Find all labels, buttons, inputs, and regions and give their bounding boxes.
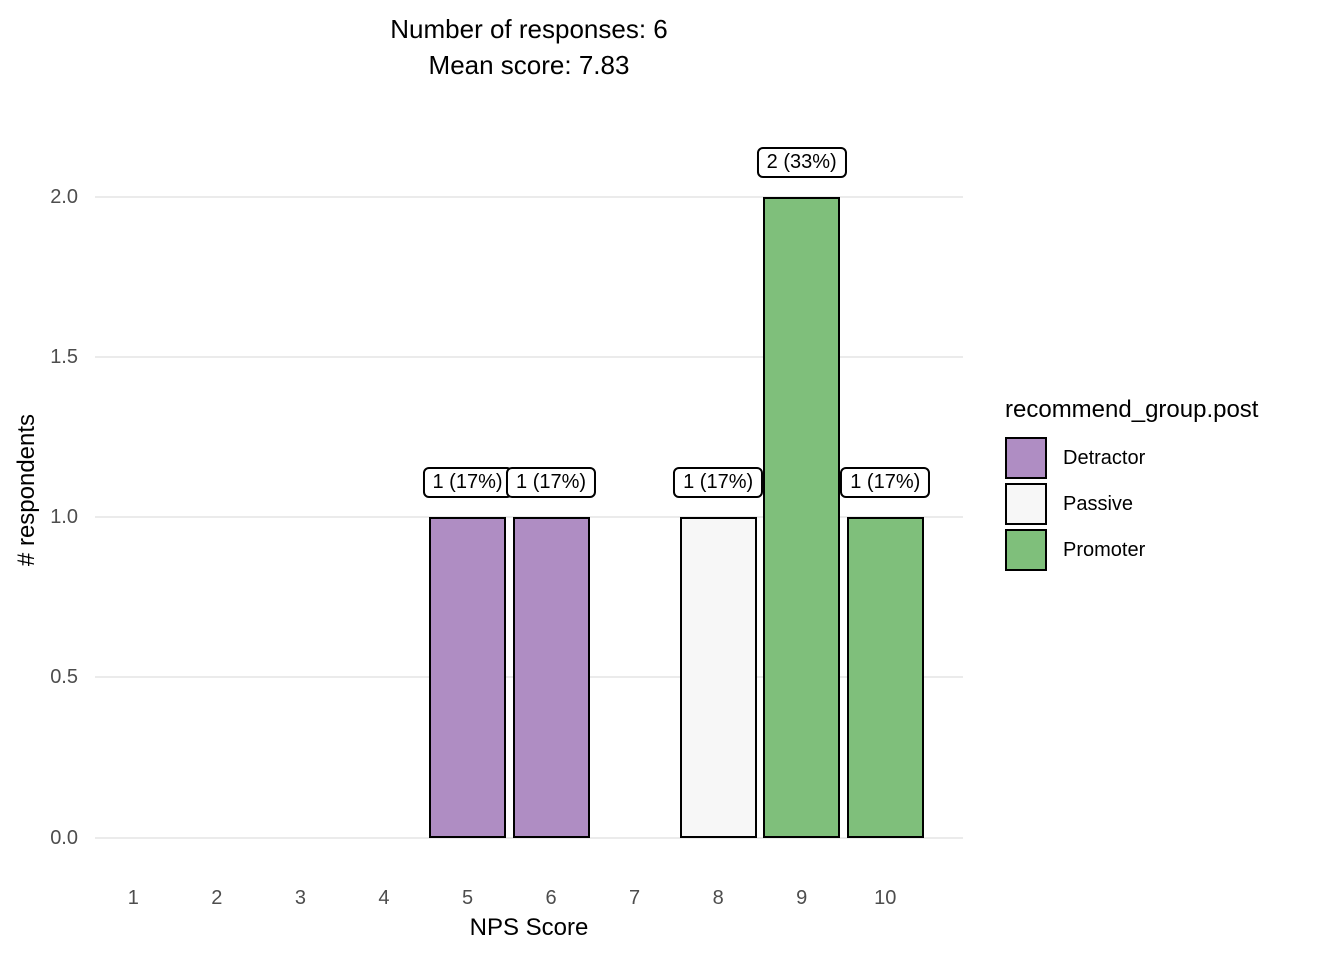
x-tick-label-9: 9 (796, 887, 808, 909)
bar-score-9 (763, 196, 841, 838)
legend-items: Detractor Passive Promoter (1005, 437, 1258, 571)
x-tick-label-1: 1 (127, 887, 139, 909)
chart-title-line1: Number of responses: 6 (390, 14, 668, 44)
x-tick-label-7: 7 (629, 887, 641, 909)
y-gridline-0.0 (95, 836, 963, 839)
y-axis-title: # respondents (13, 413, 40, 567)
x-tick-label-10: 10 (874, 887, 897, 909)
legend-label-promoter: Promoter (1063, 538, 1146, 561)
y-tick-label-1.5: 1.5 (50, 345, 78, 368)
legend-swatch-promoter (1005, 529, 1047, 571)
legend-item-detractor: Detractor (1005, 437, 1258, 479)
x-tick-label-5: 5 (461, 887, 474, 909)
x-tick-label-3: 3 (294, 887, 306, 909)
bar-label-score-6: 1 (17%) (506, 467, 597, 498)
chart-title: Number of responses: 6 Mean score: 7.83 (95, 11, 963, 83)
legend-label-detractor: Detractor (1063, 446, 1146, 469)
bar-label-score-10: 1 (17%) (840, 467, 931, 498)
legend-swatch-detractor (1005, 437, 1047, 479)
chart-title-line2: Mean score: 7.83 (428, 50, 630, 80)
bar-score-6 (512, 517, 590, 838)
bar-label-score-5: 1 (17%) (422, 467, 513, 498)
y-gridline-2.0 (95, 195, 963, 198)
bar-score-10 (846, 517, 924, 838)
y-tick-label-0.0: 0.0 (50, 826, 78, 849)
legend-swatch-passive (1005, 483, 1047, 525)
bar-score-5 (429, 517, 506, 838)
y-tick-label-1.0: 1.0 (50, 506, 78, 528)
x-tick-label-4: 4 (378, 887, 390, 909)
y-tick-label-0.5: 0.5 (50, 666, 78, 689)
bar-label-score-9: 2 (33%) (756, 146, 847, 178)
legend-item-promoter: Promoter (1005, 529, 1258, 571)
legend-label-passive: Passive (1063, 492, 1134, 515)
y-tick-label-2.0: 2.0 (50, 185, 78, 208)
x-tick-label-6: 6 (545, 887, 557, 909)
bar-label-score-8: 1 (17%) (673, 467, 764, 498)
x-axis-title: NPS Score (469, 914, 589, 941)
bar-score-8 (679, 517, 757, 838)
legend-title: recommend_group.post (1005, 396, 1259, 423)
legend: recommend_group.post Detractor Passive Pro… (1005, 396, 1258, 575)
x-tick-label-2: 2 (211, 887, 223, 909)
legend-item-passive: Passive (1005, 483, 1258, 525)
x-tick-label-8: 8 (712, 887, 724, 909)
y-gridline-1.5 (95, 355, 963, 358)
